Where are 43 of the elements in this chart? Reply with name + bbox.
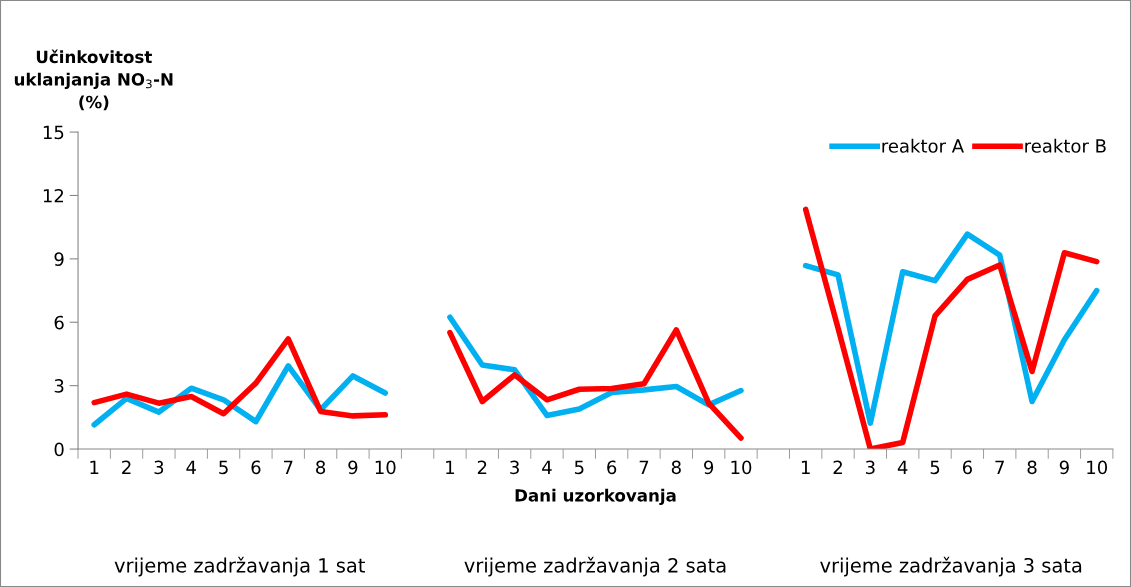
x-axis-title: Dani uzorkovanja — [515, 488, 676, 506]
x-tick-label: 7 — [995, 460, 1004, 474]
y-tick-label: 6 — [54, 315, 64, 330]
x-tick-label: 7 — [283, 460, 293, 474]
text: vrijeme zadržavanja 3 sata — [820, 556, 1082, 577]
x-tick-label: 2 — [833, 460, 842, 474]
text: vrijeme zadržavanja 2 sata — [464, 556, 726, 577]
x-tick-label: 6 — [962, 460, 972, 475]
x-tick-label: 9 — [1059, 460, 1069, 475]
x-tick-label: 9 — [704, 460, 714, 475]
x-tick-label: 6 — [607, 460, 617, 475]
x-tick-label: 7 — [639, 460, 649, 474]
x-tick-label: 4 — [542, 460, 552, 474]
legend-label: reaktor B — [1025, 138, 1106, 153]
x-tick-label: 3 — [154, 460, 164, 475]
x-tick-label: 2 — [477, 460, 487, 474]
x-tick-label: 5 — [219, 460, 228, 475]
text: vrijeme zadržavanja 1 sat — [114, 556, 365, 577]
x-tick-label: 8 — [1027, 460, 1037, 475]
x-tick-label: 4 — [897, 460, 908, 474]
y-tick-label: 0 — [54, 442, 64, 457]
x-tick-label: 8 — [671, 460, 681, 475]
x-tick-label: 5 — [930, 460, 940, 475]
x-tick-label: 9 — [348, 460, 358, 475]
legend-label: reaktor A — [882, 138, 964, 153]
x-tick-label: 5 — [574, 460, 584, 475]
x-tick-label: 3 — [510, 460, 519, 475]
y-tick-label: 3 — [54, 379, 64, 393]
x-tick-label: 8 — [316, 460, 326, 475]
x-tick-label: 1 — [446, 460, 455, 474]
x-tick-label: 1 — [90, 460, 99, 474]
x-tick-label: 1 — [801, 460, 810, 474]
x-tick-label: 2 — [122, 460, 131, 474]
x-tick-label: 3 — [865, 460, 875, 475]
x-tick-label: 10 — [1087, 460, 1108, 475]
y-tick-label: 9 — [54, 252, 64, 266]
x-tick-label: 10 — [731, 460, 752, 475]
x-tick-label: 6 — [251, 460, 261, 475]
y-tick-label: 12 — [43, 188, 64, 203]
x-tick-label: 4 — [186, 460, 196, 474]
y-tick-label: 15 — [43, 125, 64, 140]
text: Učinkovitost uklanjanja NO$_{3}$-N (%) — [14, 49, 173, 111]
x-tick-label: 10 — [375, 460, 396, 475]
